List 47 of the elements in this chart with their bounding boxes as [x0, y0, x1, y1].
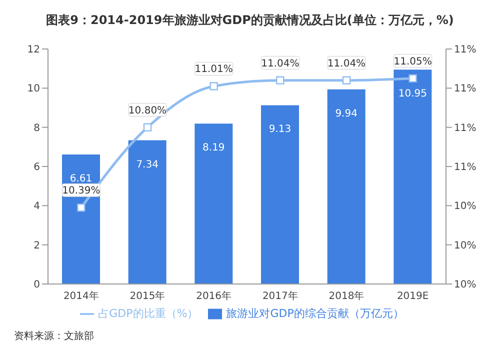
- y2-tick-label: 10%: [454, 240, 476, 252]
- data-label: 11.01%: [194, 64, 233, 76]
- bar: [128, 140, 166, 284]
- point: [210, 82, 218, 90]
- y-tick-label: 6: [34, 162, 40, 174]
- y-tick-label: 2: [34, 240, 40, 252]
- x-tick-label: 2017年: [262, 290, 298, 302]
- y2-tick-label: 11%: [454, 44, 476, 56]
- data-label: 9.94: [335, 108, 358, 120]
- data-label: 10.39%: [62, 186, 100, 197]
- bar: [194, 124, 233, 284]
- point: [408, 74, 417, 82]
- data-label: 9.13: [268, 124, 292, 136]
- y-tick-label: 12: [27, 44, 40, 56]
- data-label: 10.95: [398, 88, 427, 100]
- point: [143, 123, 152, 132]
- y-tick-label: 0: [34, 280, 40, 291]
- data-label: 11.04%: [327, 58, 366, 70]
- x-tick-label: 2014年: [63, 290, 99, 302]
- y-tick-label: 10: [27, 84, 40, 95]
- y-tick-label: 8: [34, 122, 40, 134]
- y-tick-label: 4: [34, 201, 40, 212]
- y2-tick-label: 10%: [454, 280, 476, 291]
- x-tick-label: 2016年: [196, 290, 232, 302]
- data-label: 11.05%: [394, 56, 432, 68]
- bar: [327, 89, 366, 284]
- x-tick-label: 2018年: [328, 290, 364, 302]
- data-label: 11.04%: [261, 58, 300, 70]
- point: [77, 204, 86, 212]
- y2-tick-label: 10%: [454, 201, 476, 212]
- point: [276, 76, 284, 84]
- legend-label: 旅游业对GDP的综合贡献（万亿元）: [226, 307, 404, 320]
- x-tick-label: 2019E: [396, 291, 429, 302]
- bar: [394, 70, 432, 284]
- bar: [261, 105, 299, 284]
- y2-tick-label: 11%: [454, 162, 476, 174]
- data-label: 10.80%: [128, 105, 167, 116]
- data-label: 6.61: [70, 174, 92, 185]
- y2-tick-label: 11%: [454, 122, 476, 134]
- chart-title: 图表9：2014-2019年旅游业对GDP的贡献情况及占比(单位：万亿元，%): [45, 12, 455, 29]
- data-label: 7.34: [136, 159, 158, 170]
- x-tick-label: 2015年: [130, 290, 166, 302]
- point: [342, 76, 351, 84]
- y2-tick-label: 11%: [454, 84, 476, 95]
- text: 资料来源：文旅部: [13, 330, 95, 344]
- data-label: 8.19: [202, 142, 225, 154]
- legend-label: 占GDP的比重（%）: [98, 307, 198, 320]
